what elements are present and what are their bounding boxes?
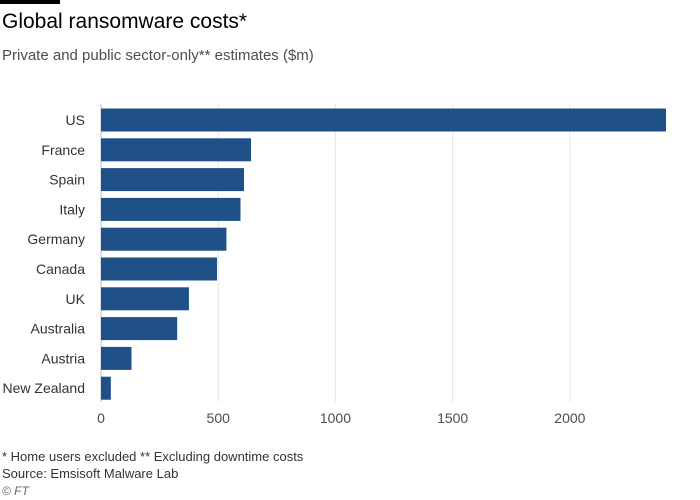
category-labels: US France Spain Italy Germany Canada UK Austral…: [3, 112, 86, 396]
footnote: * Home users excluded ** Excluding downt…: [2, 449, 304, 464]
bar-germany: [101, 227, 227, 251]
bar-us: [101, 108, 666, 132]
bar-chart: US France Spain Italy Germany Canada UK Austral…: [3, 104, 666, 426]
chart-subtitle: Private and public sector-only** estimat…: [2, 47, 314, 64]
category-label: UK: [66, 291, 86, 307]
category-label: France: [41, 142, 85, 158]
chart-title: Global ransomware costs*: [2, 10, 248, 33]
category-label: Germany: [27, 231, 85, 247]
brand-rule: [0, 0, 60, 4]
bar-italy: [101, 197, 241, 221]
category-label: Australia: [31, 321, 86, 337]
bar-new-zealand: [101, 376, 111, 400]
ft-credit: © FT: [2, 484, 29, 498]
category-label: Austria: [41, 350, 85, 366]
x-tick-label: 0: [97, 410, 105, 426]
bar-spain: [101, 168, 245, 192]
bar-canada: [101, 257, 218, 281]
bar-france: [101, 138, 252, 162]
category-label: New Zealand: [3, 380, 86, 396]
bar-uk: [101, 287, 189, 311]
bars: [101, 108, 666, 400]
x-tick-label: 500: [207, 410, 231, 426]
x-tick-label: 1000: [320, 410, 351, 426]
bar-austria: [101, 346, 132, 370]
x-tick-label: 1500: [437, 410, 468, 426]
source-note: Source: Emsisoft Malware Lab: [2, 466, 179, 481]
bar-australia: [101, 317, 178, 341]
x-tick-label: 2000: [554, 410, 585, 426]
category-label: Spain: [49, 172, 85, 188]
x-tick-labels: 0 500 1000 1500 2000: [97, 410, 586, 426]
category-label: US: [66, 112, 85, 128]
category-label: Italy: [59, 201, 85, 217]
category-label: Canada: [36, 261, 85, 277]
